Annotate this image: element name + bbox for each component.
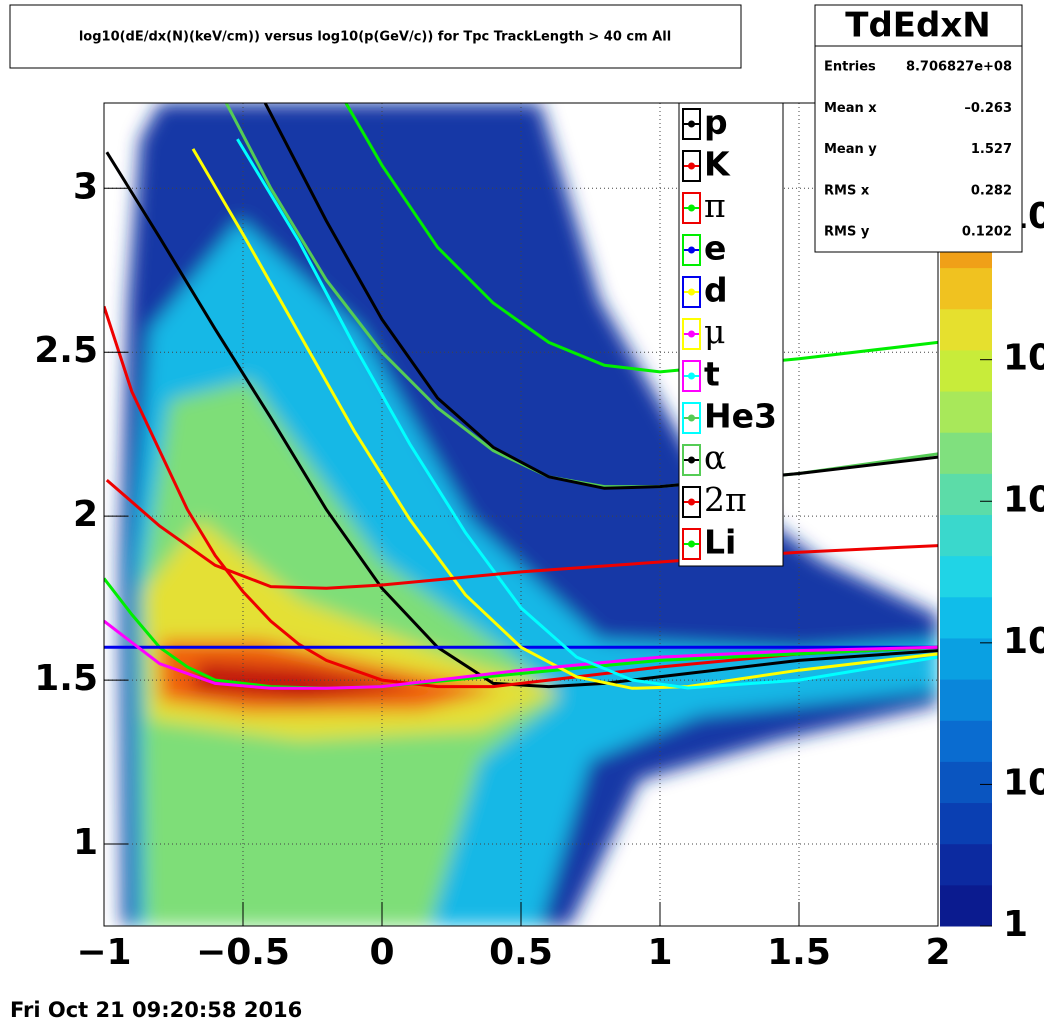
stats-label: Mean y <box>824 142 877 157</box>
stats-title: TdEdxN <box>845 6 990 46</box>
colorbar-band <box>940 267 992 310</box>
legend-label: d <box>704 271 728 310</box>
legend-marker <box>688 414 695 422</box>
colorbar-band <box>940 596 992 639</box>
curve <box>191 148 938 690</box>
stats-label: Mean x <box>824 101 877 116</box>
z-tick-label: 10 <box>1003 479 1044 520</box>
y-tick-label: 3 <box>73 166 98 207</box>
colorbar-band <box>940 432 992 474</box>
density-red <box>190 662 420 700</box>
x-tick-label: 1.5 <box>767 932 831 973</box>
legend-marker <box>688 540 695 548</box>
curve <box>104 619 938 690</box>
colorbar-band <box>940 555 992 598</box>
colorbar-band <box>940 679 992 721</box>
colorbar-band <box>940 514 992 557</box>
legend-label: 2π <box>704 480 747 519</box>
colorbar-band <box>940 884 992 927</box>
legend-label: π <box>704 186 726 225</box>
legend-label: t <box>704 355 720 394</box>
x-tick-label: −1 <box>76 932 131 973</box>
z-tick-label: 10 <box>1003 762 1044 803</box>
x-tick-label: 0.5 <box>489 932 553 973</box>
legend-label: p <box>704 103 728 142</box>
legend-marker <box>688 246 695 254</box>
colorbar-band <box>940 391 992 433</box>
stats-value: 0.282 <box>971 183 1012 198</box>
legend-marker <box>688 288 695 296</box>
legend-label: e <box>704 229 726 268</box>
stats-label: RMS x <box>824 183 870 198</box>
colorbar: 11010101010 <box>940 103 1044 945</box>
colorbar-band <box>940 349 992 392</box>
legend-frame <box>682 276 701 308</box>
legend-label: μ <box>704 312 725 351</box>
y-tick-label: 1.5 <box>34 658 98 699</box>
legend-marker <box>688 372 695 380</box>
y-tick-label: 2 <box>73 494 98 535</box>
stats-value: –0.263 <box>964 101 1012 116</box>
legend-marker <box>688 162 695 170</box>
legend-marker <box>688 204 695 212</box>
legend-marker <box>688 498 695 506</box>
legend-label: K <box>704 145 731 184</box>
axes: −1 −0.5 0 0.5 1 1.5 2 1 1.5 2 2.5 3 <box>34 166 950 973</box>
z-tick-label: 10 <box>1003 338 1044 379</box>
stats-box: TdEdxN Entries 8.706827e+08 Mean x –0.263 Me… <box>814 4 1023 253</box>
legend-frame <box>682 444 701 476</box>
colorbar-band <box>940 473 992 515</box>
legend-label: Li <box>704 523 736 562</box>
timestamp: Fri Oct 21 09:20:58 2016 <box>10 998 302 1022</box>
legend-marker <box>688 120 695 128</box>
x-tick-label: 1 <box>647 932 672 973</box>
y-tick-label: 2.5 <box>34 330 98 371</box>
stats-label: Entries <box>824 60 876 75</box>
x-tick-label: 0 <box>369 932 394 973</box>
stats-value: 1.527 <box>971 142 1012 157</box>
legend-frame <box>682 402 701 434</box>
z-tick-label: 10 <box>1003 621 1044 662</box>
stats-label: RMS y <box>824 225 870 240</box>
legend-marker <box>688 330 695 338</box>
colorbar-band <box>940 720 992 762</box>
legend-frame <box>682 486 701 518</box>
legend-frame <box>682 108 701 140</box>
stats-value: 0.1202 <box>962 225 1012 240</box>
legend-frame <box>682 318 701 350</box>
y-tick-label: 1 <box>73 822 98 863</box>
curve <box>236 138 938 690</box>
legend-marker <box>688 456 695 464</box>
colorbar-band <box>940 637 992 680</box>
colorbar-band <box>940 843 992 886</box>
colorbar-band <box>940 308 992 351</box>
x-tick-label: 2 <box>925 932 950 973</box>
legend-frame <box>682 192 701 224</box>
curve <box>104 305 938 689</box>
legend-frame <box>682 528 701 560</box>
x-tick-label: −0.5 <box>196 932 290 973</box>
colorbar-band <box>940 802 992 845</box>
legend-frame <box>682 360 701 392</box>
legend-label: He3 <box>704 397 777 436</box>
chart-title: log10(dE/dx(N)(keV/cm)) versus log10(p(G… <box>79 30 671 45</box>
z-tick-label: 1 <box>1003 904 1028 945</box>
legend-frame <box>682 150 701 182</box>
legend-label: α <box>704 438 726 477</box>
title-frame <box>9 4 742 69</box>
legend-frame <box>682 234 701 266</box>
title-box: log10(dE/dx(N)(keV/cm)) versus log10(p(G… <box>9 4 742 69</box>
colorbar-band <box>940 761 992 804</box>
stats-value: 8.706827e+08 <box>906 60 1012 75</box>
grid <box>103 103 939 926</box>
